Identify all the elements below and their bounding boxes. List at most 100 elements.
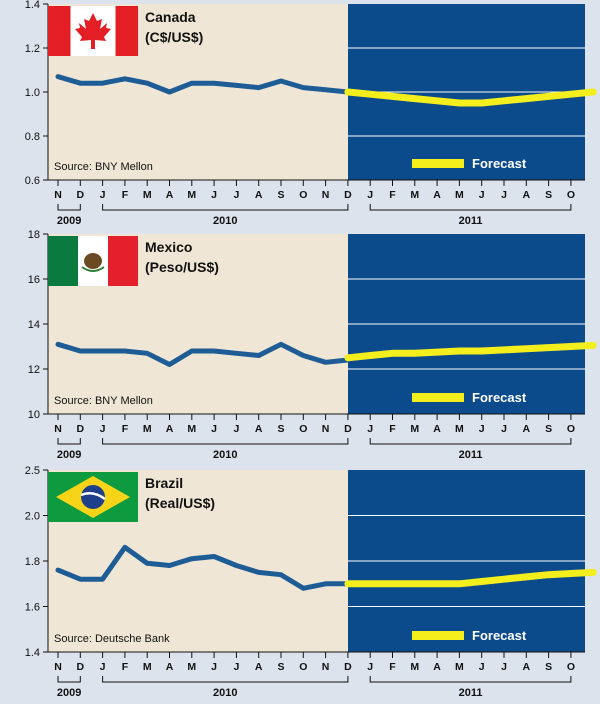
x-tick-label: D xyxy=(344,661,352,673)
forecast-legend-swatch xyxy=(412,393,464,402)
x-tick-label: J xyxy=(367,661,373,673)
x-tick-label: A xyxy=(523,423,531,435)
year-bracket xyxy=(102,676,349,683)
y-tick-label: 1.4 xyxy=(25,0,40,11)
forecast-legend-label: Forecast xyxy=(472,156,527,171)
year-label: 2009 xyxy=(57,215,81,227)
x-tick-label: J xyxy=(100,423,106,435)
x-tick-label: J xyxy=(233,189,239,201)
mexico-flag xyxy=(48,236,138,286)
chart-title: Brazil xyxy=(145,475,183,491)
x-tick-label: F xyxy=(122,189,129,201)
year-label: 2011 xyxy=(459,215,483,227)
year-label: 2009 xyxy=(57,687,81,699)
brazil-chart: 1.4 1.6 1.8 2.0 2.5 N D J F M A M J J A S O N D J F M A M J J A S O 2… xyxy=(25,465,597,699)
x-tick-label: F xyxy=(122,661,129,673)
x-tick-label: M xyxy=(455,189,464,201)
x-tick-label: S xyxy=(277,189,284,201)
x-tick-label: J xyxy=(479,423,485,435)
x-tick-label: N xyxy=(322,423,330,435)
source-label: Source: Deutsche Bank xyxy=(54,633,170,645)
x-tick-label: M xyxy=(143,423,152,435)
x-tick-label: O xyxy=(299,189,307,201)
year-label: 2009 xyxy=(57,449,81,460)
year-bracket xyxy=(57,676,81,683)
x-tick-label: J xyxy=(233,661,239,673)
x-tick-label: J xyxy=(501,189,507,201)
year-label: 2010 xyxy=(213,687,237,699)
x-tick-label: F xyxy=(389,423,396,435)
x-tick-label: M xyxy=(410,423,419,435)
source-label: Source: BNY Mellon xyxy=(54,395,153,407)
x-tick-label: S xyxy=(545,189,552,201)
x-tick-label: J xyxy=(367,189,373,201)
x-tick-label: D xyxy=(77,661,85,673)
chart-title: Mexico xyxy=(145,239,192,255)
year-label: 2011 xyxy=(459,687,483,699)
x-tick-label: J xyxy=(100,661,106,673)
x-tick-label: N xyxy=(322,661,330,673)
x-tick-label: O xyxy=(567,661,575,673)
y-tick-label: 1.0 xyxy=(25,87,40,99)
y-tick-label: 2.0 xyxy=(25,511,40,523)
x-tick-label: N xyxy=(54,423,62,435)
forecast-legend-swatch xyxy=(412,159,464,168)
x-tick-label: N xyxy=(54,661,62,673)
year-bracket xyxy=(369,438,572,445)
x-tick-label: D xyxy=(344,423,352,435)
x-tick-label: J xyxy=(100,189,106,201)
x-tick-label: M xyxy=(143,189,152,201)
y-tick-label: 18 xyxy=(28,230,40,241)
x-tick-label: D xyxy=(77,423,85,435)
x-tick-label: J xyxy=(501,423,507,435)
forecast-legend-label: Forecast xyxy=(472,628,527,643)
x-tick-label: J xyxy=(501,661,507,673)
y-tick-label: 14 xyxy=(28,319,40,331)
x-tick-label: M xyxy=(455,661,464,673)
x-tick-label: M xyxy=(187,189,196,201)
year-bracket xyxy=(57,438,81,445)
x-tick-label: A xyxy=(433,189,441,201)
x-tick-label: J xyxy=(211,661,217,673)
x-tick-label: A xyxy=(255,423,263,435)
x-tick-label: J xyxy=(211,423,217,435)
forecast-legend-label: Forecast xyxy=(472,390,527,405)
chart-subtitle: (Real/US$) xyxy=(145,495,215,511)
x-tick-label: M xyxy=(410,661,419,673)
year-bracket xyxy=(369,676,572,683)
chart-subtitle: (C$/US$) xyxy=(145,29,203,45)
x-tick-label: A xyxy=(433,423,441,435)
x-tick-label: O xyxy=(299,661,307,673)
y-tick-label: 0.6 xyxy=(25,175,40,187)
x-tick-label: F xyxy=(389,661,396,673)
x-tick-label: D xyxy=(77,189,85,201)
x-tick-label: A xyxy=(166,661,174,673)
x-tick-label: S xyxy=(277,661,284,673)
x-tick-label: N xyxy=(322,189,330,201)
x-tick-label: J xyxy=(211,189,217,201)
x-tick-label: A xyxy=(166,189,174,201)
year-bracket xyxy=(369,204,572,211)
forecast-line xyxy=(344,88,597,107)
x-tick-label: S xyxy=(545,661,552,673)
x-tick-label: M xyxy=(143,661,152,673)
y-tick-label: 16 xyxy=(28,274,40,286)
x-tick-label: F xyxy=(389,189,396,201)
y-tick-label: 0.8 xyxy=(25,131,40,143)
x-tick-label: A xyxy=(166,423,174,435)
forecast-line xyxy=(344,341,597,362)
chart-title: Canada xyxy=(145,9,196,25)
history-line xyxy=(55,74,351,95)
year-label: 2010 xyxy=(213,449,237,460)
x-tick-label: J xyxy=(233,423,239,435)
x-tick-label: A xyxy=(523,189,531,201)
x-tick-label: F xyxy=(122,423,129,435)
x-tick-label: J xyxy=(367,423,373,435)
year-bracket xyxy=(102,204,349,211)
chart-subtitle: (Peso/US$) xyxy=(145,259,219,275)
y-tick-label: 12 xyxy=(28,364,40,376)
history-line xyxy=(55,341,351,367)
forecast-legend-swatch xyxy=(412,631,464,640)
y-tick-label: 1.6 xyxy=(25,602,40,614)
y-tick-label: 1.8 xyxy=(25,556,40,568)
